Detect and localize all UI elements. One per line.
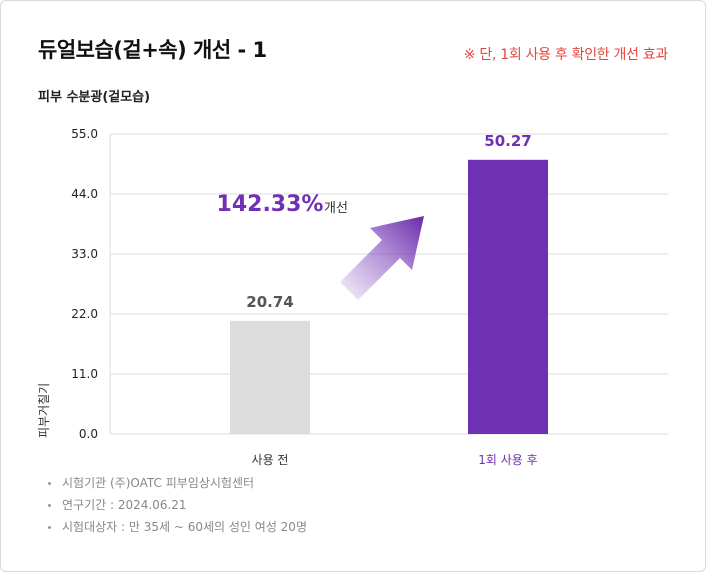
footnotes: 시험기관 (주)OATC 피부임상시험센터 연구기간 : 2024.06.21 … xyxy=(46,472,307,538)
bar-chart: 0.0 11.0 22.0 33.0 44.0 55.0 20.74 사용 전 50.27 1회… xyxy=(37,127,668,467)
y-tick-label: 33.0 xyxy=(71,247,98,261)
y-tick-label: 44.0 xyxy=(71,187,98,201)
x-category-label: 사용 전 xyxy=(252,453,289,467)
footnote-item: 시험대상자 : 만 35세 ~ 60세의 성인 여성 20명 xyxy=(46,516,307,538)
y-tick-label: 55.0 xyxy=(71,127,98,141)
y-tick-label: 11.0 xyxy=(71,367,98,381)
bar-value-label: 50.27 xyxy=(484,132,531,150)
y-tick-label: 0.0 xyxy=(79,427,98,441)
improvement-label: 개선 xyxy=(324,201,348,216)
footnote-item: 시험기관 (주)OATC 피부임상시험센터 xyxy=(46,472,307,494)
improvement-percent: 142.33% xyxy=(217,192,324,217)
y-tick-label: 22.0 xyxy=(71,307,98,321)
disclaimer-note: ※ 단, 1회 사용 후 확인한 개선 효과 xyxy=(463,47,669,63)
improvement-arrow-icon xyxy=(340,216,424,300)
bar xyxy=(230,320,310,434)
bar xyxy=(468,159,548,435)
chart-subtitle: 피부 수분광(겉모습) xyxy=(38,90,151,105)
y-axis-label: 피부거칠기 xyxy=(37,383,51,438)
bar-value-label: 20.74 xyxy=(246,293,293,311)
footnote-item: 연구기간 : 2024.06.21 xyxy=(46,494,307,516)
page-title: 듀얼보습(겉+속) 개선 - 1 xyxy=(38,38,267,62)
x-category-label: 1회 사용 후 xyxy=(478,453,537,467)
